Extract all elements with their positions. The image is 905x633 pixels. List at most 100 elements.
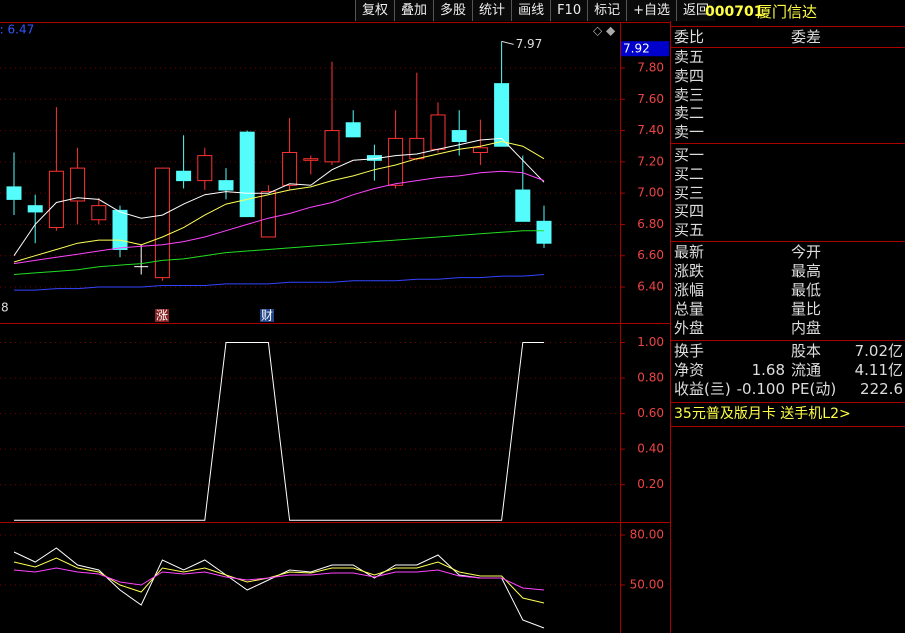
y-tick-label: 0.60 [637, 406, 664, 420]
line-series [14, 274, 545, 291]
separator [671, 241, 905, 242]
fund-value: 7.02亿 [854, 342, 903, 360]
candle-body [345, 122, 361, 138]
candle-body [494, 83, 510, 147]
toolbar-button[interactable]: 返回 [676, 0, 716, 21]
stat-label: 内盘 [791, 319, 822, 337]
stat-label: 最低 [791, 281, 822, 299]
settings-icon: ◇ ◆ [593, 24, 616, 38]
line-series [13, 567, 545, 591]
fund-label: PE(动) [791, 380, 837, 398]
buy-level: 买四 [674, 202, 705, 221]
event-marker: 涨 [156, 308, 168, 323]
fund-value: 1.68 [751, 361, 785, 379]
sell-level: 卖二 [674, 104, 705, 123]
candle-body [303, 158, 319, 161]
fund-value: 4.11亿 [854, 361, 903, 379]
corner-label: 0: 6.47 [0, 23, 34, 37]
y-tick-label: 0.80 [637, 371, 664, 385]
separator [671, 340, 905, 341]
toolbar-button[interactable]: 标记 [587, 0, 627, 21]
sell-level: 卖四 [674, 66, 705, 85]
fund-value: 222.6 [860, 380, 903, 398]
toolbar-button[interactable]: 画线 [511, 0, 551, 21]
sell-level: 卖三 [674, 85, 705, 104]
buy-level: 买五 [674, 221, 705, 240]
buy-level: 买一 [674, 146, 705, 164]
stat-label: 外盘 [674, 319, 705, 337]
candle-body [324, 130, 340, 163]
candle-body [176, 170, 192, 182]
candle-body [472, 147, 488, 153]
y-tick-label: 0.20 [637, 477, 664, 491]
line-series [13, 140, 545, 263]
candle-body [451, 130, 467, 143]
candle-body [282, 151, 298, 186]
candle-body [91, 205, 107, 221]
annotation-arrow [501, 40, 514, 45]
y-tick-label: 1.00 [637, 335, 664, 349]
candle-body [409, 137, 425, 160]
sell-level: 卖五 [674, 48, 705, 66]
candle-body [48, 170, 64, 229]
stat-label: 涨跌 [674, 262, 705, 280]
candle-body [536, 220, 552, 244]
fund-label: 收益(亖) [674, 380, 731, 398]
separator [671, 47, 905, 48]
toolbar-button[interactable]: F10 [550, 0, 588, 21]
separator [671, 402, 905, 403]
annotation: 7.97 [516, 37, 543, 51]
candle-body [6, 186, 22, 200]
y-tick-label: 7.40 [637, 123, 664, 137]
candle-body [239, 131, 255, 218]
bottom-label: 8 [1, 301, 9, 315]
y-tick-label: 7.60 [637, 92, 664, 106]
line-series [14, 342, 544, 521]
promo-link[interactable]: 35元普及版月卡 送手机L2> [674, 406, 851, 422]
price-tag: 7.92 [623, 42, 650, 56]
y-tick-label: 0.40 [637, 442, 664, 456]
candle-body [218, 180, 234, 191]
price-tag-bg [621, 41, 669, 57]
candle-body [154, 167, 170, 279]
y-tick-label: 7.80 [637, 60, 664, 74]
candle-body [260, 191, 276, 238]
y-tick-label: 50.00 [630, 578, 664, 592]
separator [671, 26, 905, 27]
y-tick-label: 6.40 [637, 280, 664, 294]
separator [671, 143, 905, 144]
candle-body [388, 137, 404, 186]
candle-body [515, 189, 531, 222]
stock-name: 厦门信达 [757, 3, 818, 21]
line-series [13, 557, 545, 604]
line-series [13, 547, 545, 629]
fund-label: 换手 [674, 342, 705, 360]
toolbar-button[interactable]: 多股 [433, 0, 473, 21]
candle-body [197, 155, 213, 182]
toolbar-button[interactable]: 叠加 [394, 0, 434, 21]
y-tick-label: 6.60 [637, 248, 664, 262]
candle-body [70, 167, 86, 202]
toolbar-button[interactable]: 复权 [355, 0, 395, 21]
y-tick-label: 7.20 [637, 154, 664, 168]
y-tick-label: 80.00 [630, 528, 664, 542]
fund-value: -0.100 [736, 380, 785, 398]
y-tick-label: 6.80 [637, 217, 664, 231]
event-marker: 财 [261, 309, 273, 323]
label: 委比 [674, 28, 705, 46]
line-series [13, 230, 544, 275]
stock-code: 000701 [705, 4, 764, 20]
stat-label: 量比 [791, 300, 822, 318]
toolbar-button[interactable]: +自选 [626, 0, 677, 21]
candle-body [430, 114, 446, 150]
stat-label: 最高 [791, 262, 822, 280]
stat-label: 总量 [674, 300, 705, 318]
label: 委差 [791, 28, 822, 46]
sell-level: 卖一 [674, 123, 705, 142]
stat-label: 最新 [674, 243, 705, 261]
buy-level: 买三 [674, 183, 705, 202]
separator [671, 426, 905, 427]
toolbar-button[interactable]: 统计 [472, 0, 512, 21]
